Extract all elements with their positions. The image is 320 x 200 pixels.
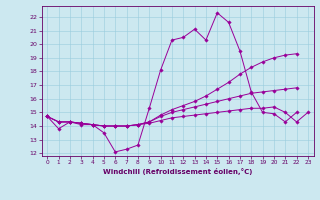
X-axis label: Windchill (Refroidissement éolien,°C): Windchill (Refroidissement éolien,°C) [103, 168, 252, 175]
